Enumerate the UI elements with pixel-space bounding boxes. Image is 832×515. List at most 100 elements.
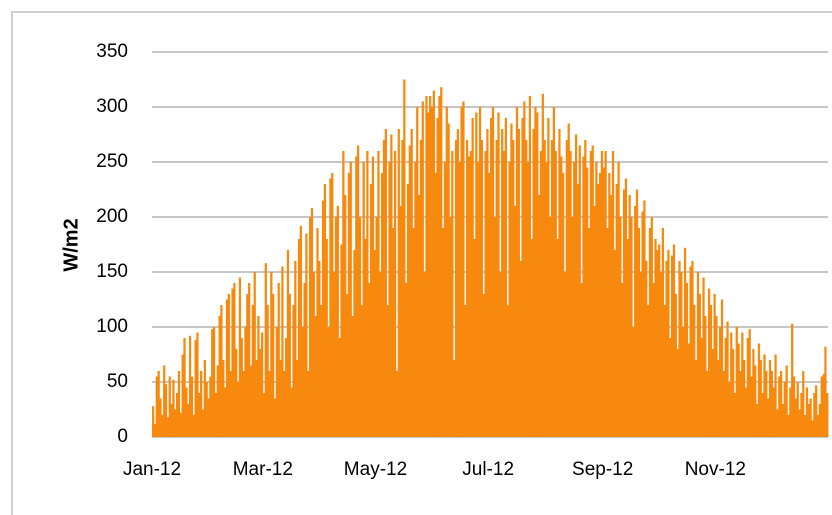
bar	[802, 371, 805, 437]
bar	[371, 156, 375, 437]
bar	[209, 376, 212, 437]
bar	[244, 327, 247, 437]
bar	[809, 398, 812, 437]
bar	[159, 398, 162, 437]
bar	[303, 283, 306, 437]
bar	[290, 387, 293, 437]
bar	[153, 423, 157, 437]
bar	[257, 316, 260, 437]
bar	[515, 107, 519, 437]
bar	[504, 118, 508, 437]
bar	[366, 151, 369, 437]
bar	[412, 228, 415, 437]
bar	[425, 96, 428, 437]
bar	[408, 145, 411, 437]
bar	[432, 90, 435, 437]
bar	[445, 107, 448, 437]
bar	[441, 228, 445, 437]
bar	[613, 250, 616, 437]
bar	[336, 206, 339, 437]
bar	[305, 233, 308, 437]
bar	[521, 118, 524, 437]
bar	[772, 387, 775, 437]
bar	[310, 208, 314, 437]
bar	[190, 376, 194, 437]
bar	[236, 382, 240, 437]
bar	[550, 140, 554, 437]
y-axis-label: W/m2	[60, 218, 82, 271]
bar	[174, 409, 177, 437]
bar	[626, 239, 629, 437]
bar	[196, 332, 199, 437]
bar	[334, 217, 338, 437]
bar	[297, 239, 301, 437]
bar	[331, 173, 334, 437]
bar	[803, 415, 807, 437]
bar	[242, 371, 245, 437]
bar	[820, 376, 823, 437]
bar	[488, 173, 491, 437]
bar	[390, 134, 393, 437]
bar	[815, 385, 818, 437]
bar	[480, 140, 484, 437]
bar	[233, 283, 236, 437]
bar	[157, 371, 160, 437]
bar	[787, 415, 790, 437]
bar	[619, 217, 622, 437]
bar	[586, 167, 589, 437]
bar	[778, 376, 781, 437]
bar	[333, 272, 336, 437]
bar	[602, 167, 605, 437]
bar	[493, 217, 496, 437]
bar	[294, 261, 297, 437]
bar	[362, 162, 365, 437]
bar	[166, 417, 170, 437]
bar	[392, 228, 395, 437]
bar	[798, 409, 801, 437]
bar	[419, 140, 423, 437]
bar	[405, 283, 408, 437]
bar	[512, 140, 515, 437]
bar	[676, 349, 679, 437]
bar	[355, 156, 358, 437]
bar	[249, 365, 253, 437]
bar	[187, 404, 190, 437]
bar	[792, 376, 796, 437]
bar	[181, 354, 184, 437]
bar	[711, 349, 714, 437]
bar	[358, 217, 362, 437]
bar	[715, 316, 718, 437]
bar	[632, 327, 635, 437]
bar	[702, 277, 705, 437]
bar	[307, 371, 310, 437]
bar	[650, 217, 653, 437]
bar	[176, 393, 179, 437]
bar	[161, 415, 164, 437]
bar	[284, 338, 288, 437]
bar	[698, 294, 701, 437]
bar	[406, 184, 410, 437]
bar	[351, 316, 354, 437]
bar	[761, 393, 764, 437]
bar	[224, 387, 227, 437]
bar	[212, 327, 216, 437]
bar	[220, 305, 223, 437]
bar	[639, 272, 642, 437]
bar	[403, 79, 406, 437]
bar	[752, 349, 755, 437]
bar	[774, 354, 777, 437]
bar	[486, 129, 489, 437]
bar	[617, 162, 620, 437]
bar	[238, 277, 242, 437]
bar	[417, 195, 421, 437]
bar	[606, 228, 609, 437]
bar	[565, 140, 568, 437]
bar	[595, 162, 598, 437]
bar	[536, 112, 539, 437]
bar	[779, 371, 783, 437]
bar	[397, 129, 400, 437]
bar	[667, 250, 670, 437]
bar	[598, 173, 602, 437]
bar	[656, 250, 659, 437]
